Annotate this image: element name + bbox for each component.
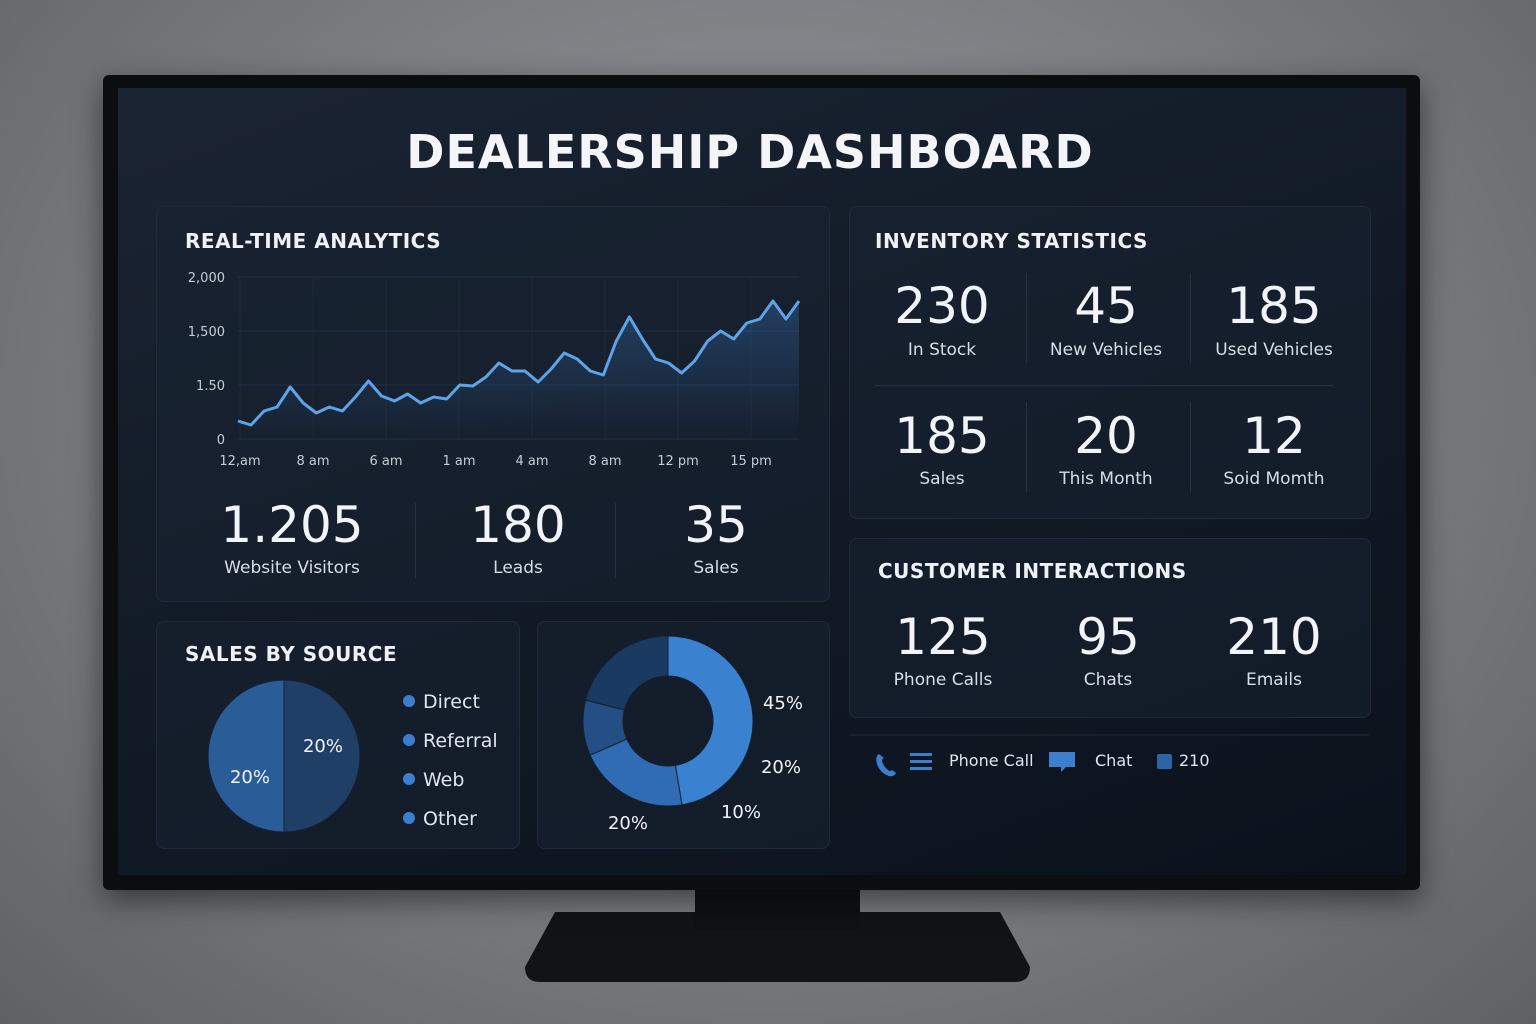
legend-dot xyxy=(403,734,415,746)
divider xyxy=(1190,402,1191,492)
slice xyxy=(283,679,361,833)
stat-value: 45 xyxy=(1074,277,1138,335)
legend-label: Other xyxy=(423,808,477,830)
customer-panel: CUSTOMER INTERACTIONS 125 Phone Calls 95 Ch… xyxy=(849,538,1371,718)
stat-value: 95 xyxy=(1076,608,1140,666)
line-series xyxy=(237,299,801,427)
legend-dot xyxy=(403,773,415,785)
panel-title: REAL-TIME ANALYTICS xyxy=(185,229,442,253)
panel-title: SALES BY SOURCE xyxy=(185,642,398,666)
dashboard-title: DEALERSHIP DASHBOARD xyxy=(406,125,1094,179)
slice-label: 45% xyxy=(763,693,803,714)
stat-label: This Month xyxy=(1059,469,1153,489)
legend-label: Chat xyxy=(1095,751,1132,770)
kpi-label: Website Visitors xyxy=(224,558,360,578)
kpi-label: Leads xyxy=(493,558,543,578)
slice-label: 20% xyxy=(303,736,343,757)
stat-label: Soid Momth xyxy=(1223,469,1325,489)
inventory-panel: INVENTORY STATISTICS 230 In Stock 45 New Ve… xyxy=(849,206,1371,519)
x-tick-label: 4 am xyxy=(515,454,548,469)
divider xyxy=(415,503,416,578)
stat-value: 185 xyxy=(894,407,990,465)
stat-value: 185 xyxy=(1226,277,1322,335)
stat-value: 125 xyxy=(895,608,991,666)
sales-source-panel: SALES BY SOURCE 20% 20% Direct Referral Web O… xyxy=(156,621,520,849)
legend-label: Direct xyxy=(423,691,480,713)
legend-dot xyxy=(403,812,415,824)
x-tick-label: 12,am xyxy=(219,454,260,469)
stat-label: New Vehicles xyxy=(1049,340,1163,360)
slice xyxy=(584,635,669,711)
bottom-legend: Phone Call Chat 210 xyxy=(849,734,1369,777)
slice-label: 20% xyxy=(230,767,270,788)
stat-label: Used Vehicles xyxy=(1215,340,1333,360)
slice-label: 20% xyxy=(608,813,648,834)
legend-label: Referral xyxy=(423,730,498,752)
divider xyxy=(1190,273,1191,363)
divider xyxy=(1026,273,1027,363)
divider xyxy=(615,503,616,578)
x-tick-label: 12 pm xyxy=(657,454,699,469)
kpi-value: 1.205 xyxy=(220,496,364,554)
stat-value: 210 xyxy=(1226,608,1322,666)
legend-swatch xyxy=(1157,754,1172,769)
donut-chart: 45% 20% 10% 20% xyxy=(582,635,803,834)
legend-dot xyxy=(403,695,415,707)
y-tick-label: 2,000 xyxy=(188,271,225,286)
list-icon xyxy=(910,753,932,770)
slice-label: 10% xyxy=(721,802,761,823)
legend-label: Phone Call xyxy=(949,751,1034,770)
divider xyxy=(874,385,1334,386)
x-tick-label: 8 am xyxy=(588,454,621,469)
x-tick-label: 6 am xyxy=(369,454,402,469)
slice xyxy=(667,635,754,806)
slice-label: 20% xyxy=(761,757,801,778)
stat-label: In Stock xyxy=(907,340,977,360)
kpi-value: 180 xyxy=(470,496,566,554)
monitor-base xyxy=(525,912,1030,982)
stat-label: Phone Calls xyxy=(893,670,993,690)
stat-value: 20 xyxy=(1074,407,1138,465)
y-tick-label: 1,500 xyxy=(188,325,225,340)
legend-label: Web xyxy=(423,769,464,791)
kpi-value: 35 xyxy=(684,496,748,554)
y-tick-label: 0 xyxy=(217,433,225,448)
stat-value: 12 xyxy=(1242,407,1306,465)
stat-label: Emails xyxy=(1245,670,1303,690)
line-chart: 2,000 1,500 1.50 0 12,am 8 am 6 am 1 am 4 am 8 am… xyxy=(188,271,801,469)
panel-title: CUSTOMER INTERACTIONS xyxy=(878,559,1187,583)
x-tick-label: 1 am xyxy=(442,454,475,469)
pie-chart: 20% 20% Direct Referral Web Other xyxy=(207,679,498,833)
analytics-panel: REAL-TIME ANALYTICS 2,000 1,500 1.50 0 12,am… xyxy=(156,206,830,602)
x-tick-label: 15 pm xyxy=(730,454,772,469)
kpi-label: Sales xyxy=(693,558,739,578)
panel-title: INVENTORY STATISTICS xyxy=(875,229,1148,253)
stat-label: Sales xyxy=(919,469,965,489)
legend-label: 210 xyxy=(1179,751,1210,770)
stat-value: 230 xyxy=(894,277,990,335)
monitor-neck xyxy=(695,888,860,930)
y-tick-label: 1.50 xyxy=(196,379,225,394)
divider xyxy=(1026,402,1027,492)
slice xyxy=(207,679,285,833)
chat-icon xyxy=(1049,752,1075,772)
stat-label: Chats xyxy=(1083,670,1133,690)
line-area xyxy=(238,301,799,439)
donut-panel: 45% 20% 10% 20% xyxy=(537,621,830,849)
x-tick-label: 8 am xyxy=(296,454,329,469)
phone-icon xyxy=(876,754,896,777)
